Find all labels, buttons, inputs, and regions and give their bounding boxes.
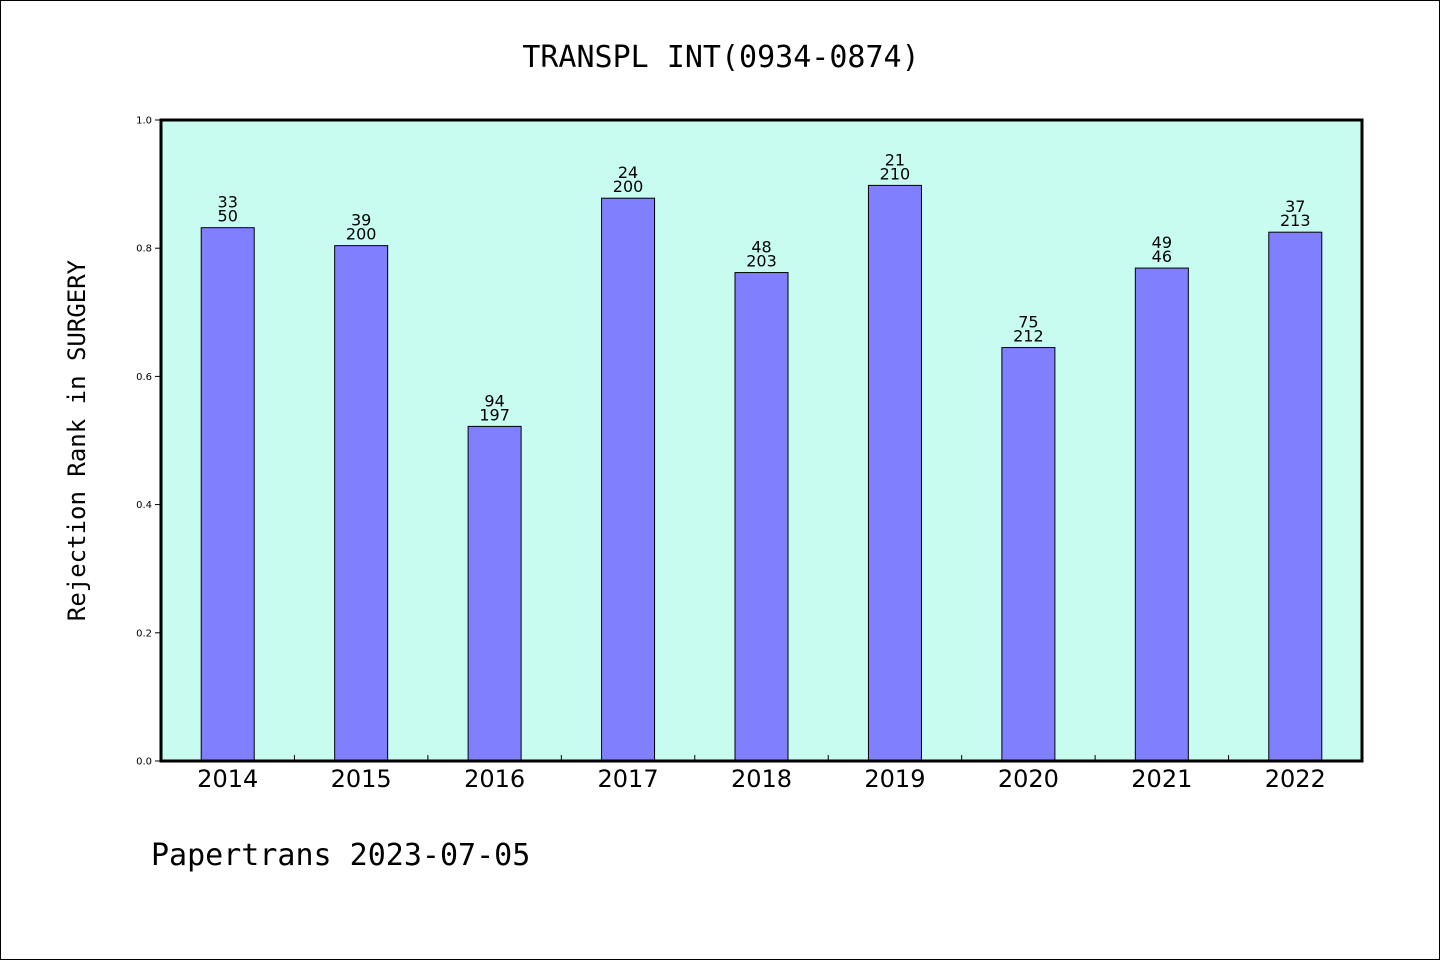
bar-2021 [1134, 267, 1189, 762]
bar-2016 [467, 425, 522, 762]
bar-total-label: 210 [880, 164, 911, 183]
bar-total-label: 197 [479, 405, 510, 424]
x-tick-label: 2018 [731, 765, 792, 793]
bar-total-label: 212 [1013, 327, 1044, 346]
chart-title: TRANSPL INT(0934-0874) [522, 40, 919, 75]
y-tick-label: 1.0 [136, 116, 152, 127]
bar-2020 [1001, 347, 1056, 762]
bar-rank-label: 21 [885, 150, 905, 169]
bar-total-label: 203 [746, 252, 777, 271]
x-tick-label: 2020 [998, 765, 1059, 793]
y-tick-label: 0.6 [136, 372, 152, 383]
bar-2019 [867, 184, 922, 762]
y-axis-label: Rejection Rank in SURGERY [63, 259, 91, 621]
bar-total-label: 200 [613, 177, 644, 196]
bar-2014 [200, 227, 255, 762]
x-tick-label: 2022 [1265, 765, 1326, 793]
bar-rank-label: 37 [1285, 197, 1305, 216]
plot-border [159, 118, 1364, 763]
x-tick-label: 2015 [331, 765, 392, 793]
bar-total-label: 46 [1152, 247, 1172, 266]
bar-2015 [334, 245, 389, 762]
y-tick-label: 0.4 [136, 500, 152, 511]
bar-2017 [601, 197, 656, 762]
bar-rank-label: 94 [484, 391, 504, 410]
x-tick-label: 2014 [197, 765, 258, 793]
bar-total-label: 213 [1280, 211, 1311, 230]
x-tick-label: 2019 [864, 765, 925, 793]
bar-total-label: 200 [346, 225, 377, 244]
x-tick-label: 2021 [1131, 765, 1192, 793]
bar-2022 [1268, 231, 1323, 762]
bar-rank-label: 33 [218, 193, 238, 212]
x-tick-label: 2017 [598, 765, 659, 793]
bar-2018 [734, 272, 789, 762]
bar-rank-label: 49 [1152, 233, 1172, 252]
footer-credit: Papertrans 2023-07-05 [151, 838, 530, 873]
bar-rank-label: 48 [751, 238, 771, 257]
x-tick-label: 2016 [464, 765, 525, 793]
y-tick-label: 0.0 [136, 757, 152, 768]
bar-rank-label: 24 [618, 163, 638, 182]
bar-rank-label: 75 [1018, 313, 1038, 332]
y-axis: 0.0 0.2 0.4 0.6 0.8 1.0 [136, 116, 161, 768]
y-tick-label: 0.8 [136, 244, 152, 255]
x-axis: 2014 2015 2016 2017 2018 2019 2020 2021 2022 [197, 755, 1326, 793]
y-tick-label: 0.2 [136, 628, 152, 639]
bar-total-label: 50 [218, 207, 238, 226]
bar-rank-label: 39 [351, 211, 371, 230]
